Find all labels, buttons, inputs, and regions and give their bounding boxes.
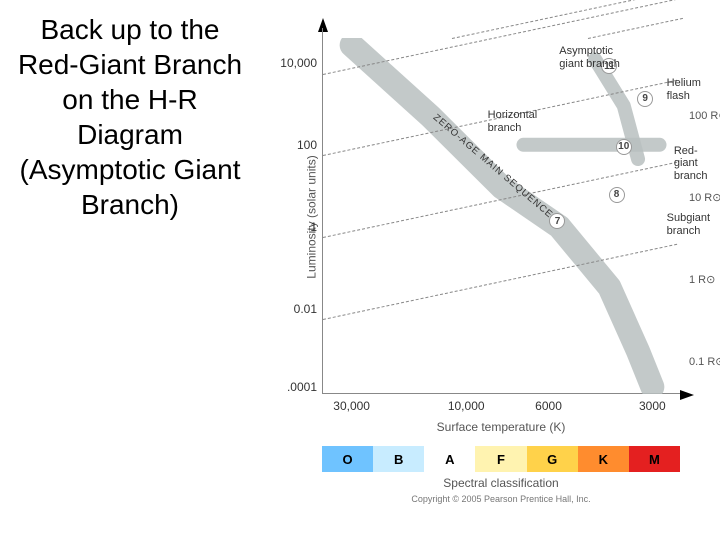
- isoradius-label: 100 R⊙: [689, 109, 720, 122]
- spectral-class: M: [629, 446, 680, 472]
- branch-label: Red-giantbranch: [674, 145, 708, 183]
- x-tick: 6000: [535, 393, 562, 413]
- plot-svg: [323, 38, 681, 394]
- isoradius-line: [323, 244, 677, 320]
- y-tick: .0001: [287, 380, 323, 394]
- isoradius-label: 1 R⊙: [689, 273, 715, 286]
- spectral-label: Spectral classification: [322, 476, 680, 490]
- branch-label: Asymptoticgiant branch: [559, 45, 620, 70]
- plot-area: 10,00010010.01.000130,00010,000600030001…: [322, 38, 680, 394]
- x-tick: 3000: [639, 393, 666, 413]
- y-tick: 100: [297, 138, 323, 152]
- x-tick: 30,000: [333, 393, 370, 413]
- track-point: 9: [637, 91, 653, 107]
- branch-label: Horizontalbranch: [488, 109, 538, 134]
- track-point: 8: [609, 187, 625, 203]
- spectral-bar: OBAFGKM: [322, 446, 680, 472]
- isoradius-label: 10 R⊙: [689, 191, 720, 204]
- y-axis-label: Luminosity (solar units): [305, 155, 319, 278]
- spectral-class: B: [373, 446, 424, 472]
- spectral-class: O: [322, 446, 373, 472]
- branch-label: Subgiantbranch: [667, 212, 710, 237]
- branch-label: Heliumflash: [667, 77, 701, 102]
- isoradius-line: [323, 0, 677, 75]
- spectral-class: A: [424, 446, 475, 472]
- y-tick: 0.01: [294, 302, 323, 316]
- y-tick: 1: [310, 220, 323, 234]
- x-axis-arrow-icon: [680, 390, 694, 400]
- spectral-class: K: [578, 446, 629, 472]
- track-point: 10: [616, 139, 632, 155]
- y-axis-arrow-icon: [318, 18, 328, 32]
- isoradius-line: [588, 18, 683, 39]
- spectral-class: G: [527, 446, 578, 472]
- hr-diagram: Luminosity (solar units) Surface tempera…: [260, 10, 710, 530]
- y-tick: 10,000: [280, 56, 323, 70]
- x-tick: 10,000: [448, 393, 485, 413]
- copyright-text: Copyright © 2005 Pearson Prentice Hall, …: [322, 494, 680, 504]
- slide-title: Back up to the Red-Giant Branch on the H…: [10, 12, 250, 222]
- spectral-class: F: [475, 446, 526, 472]
- x-axis-label: Surface temperature (K): [322, 420, 680, 434]
- track-point: 7: [549, 213, 565, 229]
- isoradius-label: 0.1 R⊙: [689, 355, 720, 368]
